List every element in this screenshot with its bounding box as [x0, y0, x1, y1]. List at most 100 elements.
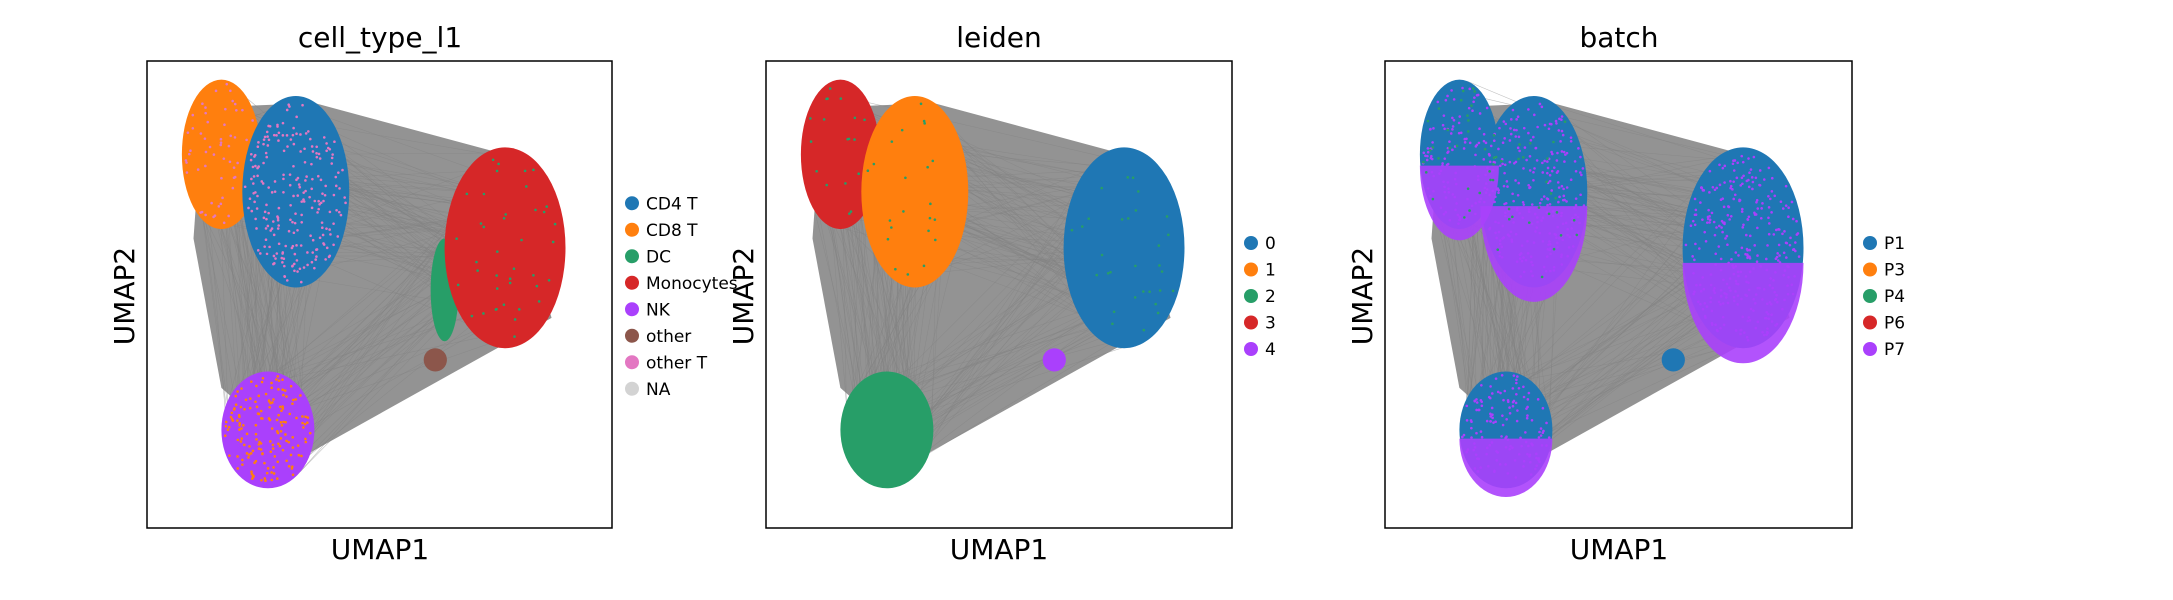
cell-point	[1532, 241, 1536, 244]
panel-leiden: leiden UMAP1 UMAP2 0 1 2 3 4	[727, 21, 1276, 566]
cell-point	[1539, 434, 1543, 437]
cell-point	[1720, 219, 1724, 223]
y-axis-label: UMAP2	[727, 247, 760, 346]
cell-point	[1793, 274, 1796, 278]
cell-point	[228, 160, 232, 164]
cell-point	[1506, 398, 1510, 402]
cell-point	[1522, 256, 1525, 259]
cell-point	[1522, 465, 1525, 468]
cell-point	[1439, 169, 1443, 173]
cell-point	[1546, 203, 1549, 207]
cell-point	[254, 400, 257, 404]
cell-point	[279, 421, 283, 424]
cell-point	[1701, 189, 1705, 192]
cell-point	[1516, 193, 1520, 197]
cell-point	[553, 222, 557, 226]
cell-point	[271, 220, 275, 223]
cell-point	[1745, 247, 1749, 251]
cell-point	[1480, 404, 1484, 408]
cell-point	[1463, 141, 1467, 144]
cell-point	[1447, 190, 1451, 194]
legend-label: DC	[646, 247, 671, 267]
cell-point	[263, 135, 267, 139]
cell-point	[1794, 249, 1797, 253]
cell-point	[1709, 283, 1713, 287]
legend: CD4 T CD8 T DC Monocytes NK other other T NA	[625, 194, 738, 400]
cell-point	[1446, 94, 1449, 98]
cell-point	[290, 246, 294, 250]
legend-label: P3	[1884, 261, 1905, 281]
cell-point	[1445, 163, 1449, 167]
cell-point	[264, 227, 268, 230]
cell-point	[310, 187, 314, 191]
cell-point	[1565, 151, 1569, 155]
cell-point	[1500, 245, 1504, 249]
cell-point	[222, 157, 226, 160]
cell-point	[1457, 121, 1461, 125]
cell-point	[1504, 463, 1507, 466]
cell-point	[279, 437, 283, 440]
cell-point	[1552, 166, 1556, 169]
cell-point	[1754, 176, 1758, 180]
cell-point	[272, 466, 275, 469]
cell-point	[299, 244, 303, 247]
cell-point	[1551, 210, 1555, 213]
cell-point	[1541, 216, 1545, 220]
cell-point	[1574, 213, 1577, 217]
cell-point	[256, 174, 259, 178]
cell-point	[270, 386, 273, 390]
cell-point	[1729, 184, 1733, 188]
cell-point	[232, 166, 236, 169]
cell-point	[313, 266, 316, 270]
cell-point	[334, 184, 338, 188]
cell-point	[297, 453, 301, 457]
cell-point	[270, 191, 274, 194]
cell-point	[1497, 147, 1500, 151]
cell-point	[926, 165, 929, 169]
x-axis-label: UMAP1	[950, 533, 1049, 566]
cell-point	[517, 308, 521, 311]
cell-point	[1715, 186, 1719, 190]
cell-point	[1455, 202, 1458, 205]
cell-point	[520, 238, 523, 242]
cell-point	[1508, 406, 1511, 409]
cell-point	[1559, 234, 1563, 237]
cell-point	[1467, 119, 1470, 122]
cell-point	[1563, 120, 1567, 124]
cell-point	[1774, 324, 1777, 327]
cell-point	[1480, 383, 1483, 387]
cell-point	[201, 102, 204, 105]
cell-point	[248, 197, 252, 200]
cell-point	[1784, 204, 1788, 207]
cell-point	[1466, 114, 1469, 117]
cell-point	[285, 459, 288, 463]
cell-point	[324, 184, 327, 188]
cell-point	[262, 161, 265, 165]
cell-point	[1708, 215, 1711, 218]
cell-point	[309, 234, 312, 237]
cell-point	[1785, 256, 1788, 259]
cell-point	[1769, 277, 1772, 280]
cell-point	[1770, 176, 1774, 180]
cell-point	[1502, 236, 1506, 239]
cell-point	[1560, 211, 1563, 215]
cell-point	[1546, 197, 1550, 201]
cell-point	[1519, 275, 1523, 278]
cell-point	[1461, 435, 1464, 439]
cell-point	[1747, 157, 1750, 160]
cell-point	[238, 422, 242, 425]
cell-point	[1725, 296, 1728, 299]
cell-point	[1754, 293, 1758, 296]
cell-point	[1479, 399, 1483, 402]
cell-point	[1774, 228, 1778, 232]
cell-point	[1705, 305, 1709, 308]
cell-point	[1713, 291, 1717, 295]
legend-marker	[625, 196, 639, 211]
cell-point	[296, 176, 300, 180]
legend-marker	[625, 328, 639, 343]
cell-point	[1450, 89, 1453, 92]
cell-point	[311, 150, 315, 153]
legend-marker	[1244, 315, 1258, 330]
cell-point	[1458, 215, 1461, 219]
cell-point	[1513, 459, 1517, 462]
